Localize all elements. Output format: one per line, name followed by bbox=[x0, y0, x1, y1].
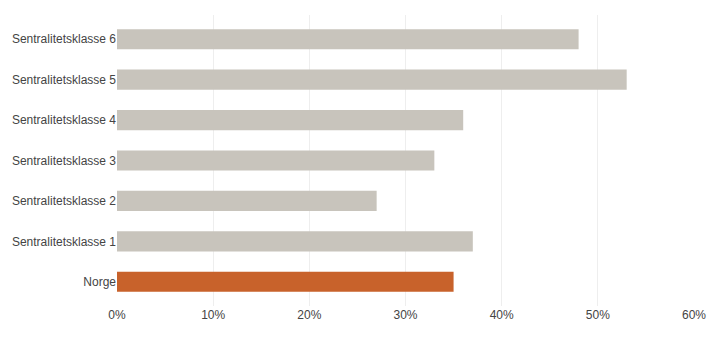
svg-text:Norge: Norge bbox=[83, 275, 116, 289]
svg-text:20%: 20% bbox=[297, 308, 321, 322]
svg-text:30%: 30% bbox=[393, 308, 417, 322]
svg-text:Sentralitetsklasse 1: Sentralitetsklasse 1 bbox=[12, 235, 116, 249]
svg-text:60%: 60% bbox=[682, 308, 706, 322]
svg-text:Sentralitetsklasse 6: Sentralitetsklasse 6 bbox=[12, 32, 116, 46]
svg-text:40%: 40% bbox=[490, 308, 514, 322]
svg-text:50%: 50% bbox=[586, 308, 610, 322]
svg-text:Sentralitetsklasse 4: Sentralitetsklasse 4 bbox=[12, 113, 116, 127]
svg-text:Sentralitetsklasse 5: Sentralitetsklasse 5 bbox=[12, 73, 116, 87]
svg-text:10%: 10% bbox=[201, 308, 225, 322]
svg-text:Sentralitetsklasse 3: Sentralitetsklasse 3 bbox=[12, 154, 116, 168]
svg-text:0%: 0% bbox=[108, 308, 126, 322]
svg-text:Sentralitetsklasse 2: Sentralitetsklasse 2 bbox=[12, 194, 116, 208]
